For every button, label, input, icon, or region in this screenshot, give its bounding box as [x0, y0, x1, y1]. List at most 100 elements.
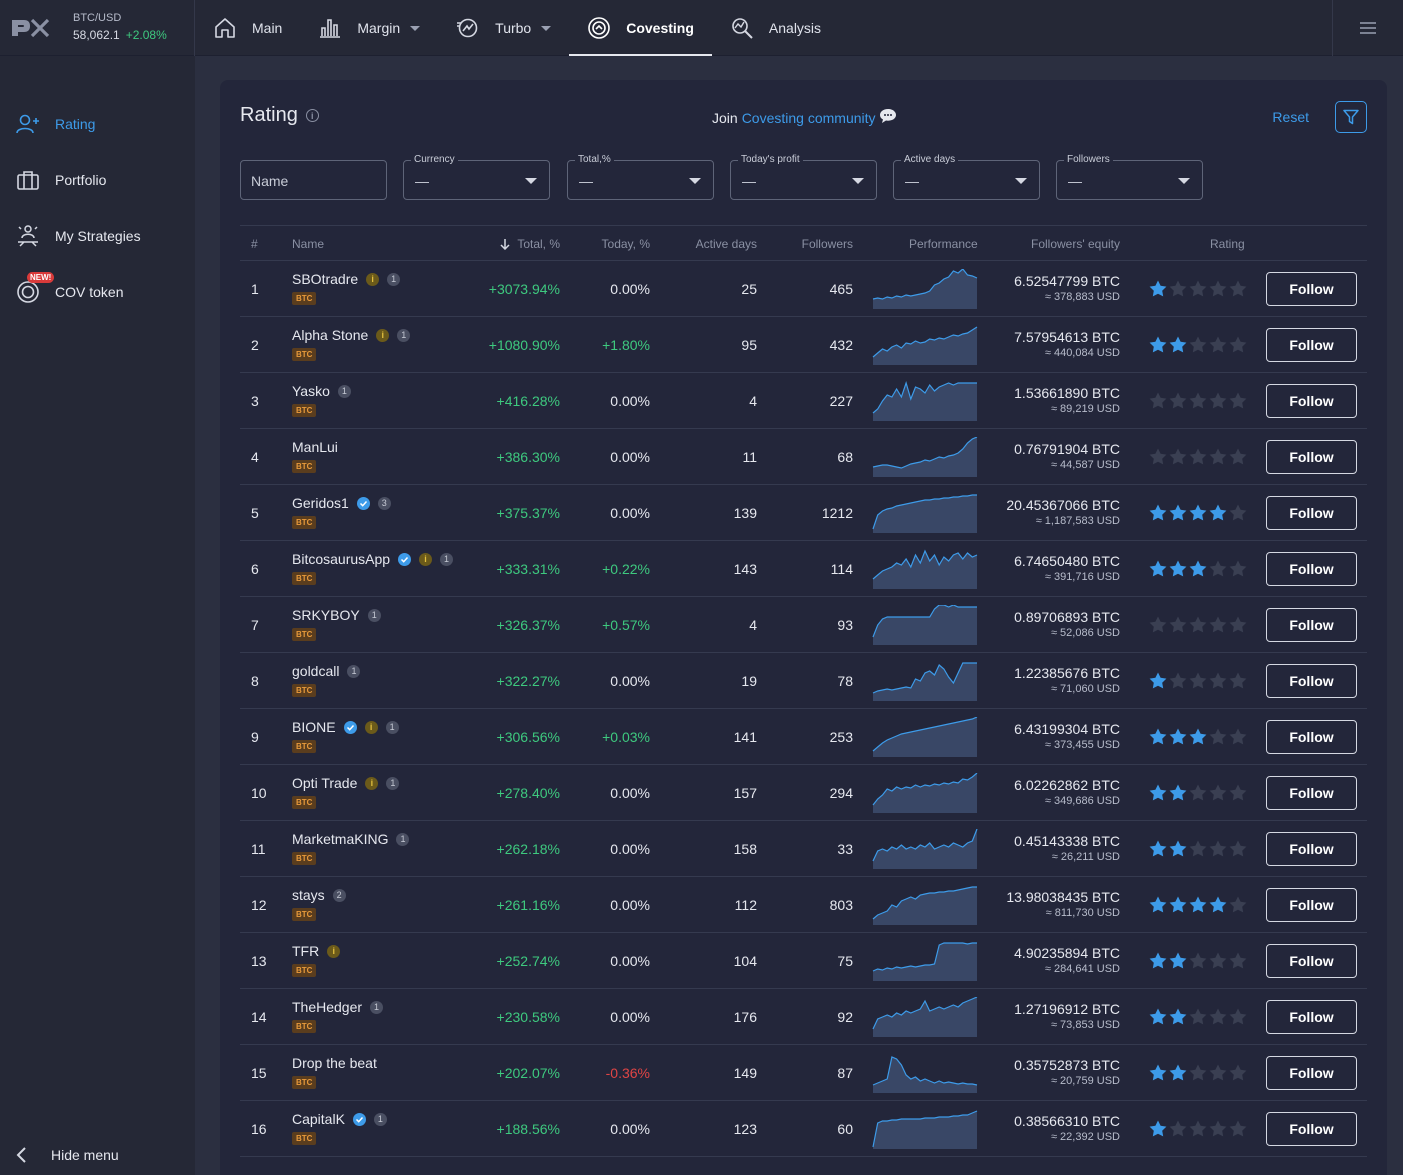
sidebar-item-rating[interactable]: Rating	[0, 96, 195, 152]
active-days-select[interactable]: Active days —	[893, 160, 1040, 200]
info-badge-icon[interactable]: i	[376, 329, 389, 342]
follow-button[interactable]: Follow	[1266, 720, 1357, 754]
info-badge-icon[interactable]: i	[366, 273, 379, 286]
total-select[interactable]: Total,% —	[567, 160, 714, 200]
table-row[interactable]: 2 Alpha Stone i 1 BTC +1080.90% +1.80% 95 432 7.5…	[240, 317, 1367, 373]
trader-name[interactable]: ManLui	[292, 439, 338, 455]
rating-stars	[1148, 895, 1248, 913]
nav-item-covesting[interactable]: Covesting	[586, 0, 712, 56]
equity-btc: 0.89706893 BTC	[1014, 609, 1120, 625]
info-icon[interactable]: i	[306, 109, 319, 122]
follow-button[interactable]: Follow	[1266, 888, 1357, 922]
menu-button[interactable]	[1332, 0, 1403, 56]
chevron-down-icon	[1178, 178, 1190, 184]
px-logo-icon	[10, 17, 50, 39]
follow-button[interactable]: Follow	[1266, 384, 1357, 418]
header-followers[interactable]: Followers	[802, 237, 853, 251]
info-badge-icon[interactable]: i	[419, 553, 432, 566]
header-equity[interactable]: Followers' equity	[1031, 237, 1120, 251]
follow-button[interactable]: Follow	[1266, 944, 1357, 978]
trader-name[interactable]: TFR	[292, 943, 319, 959]
header-active-days[interactable]: Active days	[696, 237, 757, 251]
table-row[interactable]: 11 MarketmaKING 1 BTC +262.18% 0.00% 158 33 0.45…	[240, 821, 1367, 877]
table-row[interactable]: 10 Opti Trade i 1 BTC +278.40% 0.00% 157 294 6.02…	[240, 765, 1367, 821]
trader-name[interactable]: CapitalK	[292, 1111, 345, 1127]
community-link[interactable]: Covesting community	[742, 110, 876, 126]
info-badge-icon[interactable]: i	[365, 777, 378, 790]
follow-button[interactable]: Follow	[1266, 832, 1357, 866]
nav-item-turbo[interactable]: Turbo	[455, 0, 569, 56]
today-s-profit-select[interactable]: Today's profit —	[730, 160, 877, 200]
table-row[interactable]: 3 Yasko 1 BTC +416.28% 0.00% 4 227 1.53661890 BT…	[240, 373, 1367, 429]
reset-button[interactable]: Reset	[1272, 109, 1309, 125]
header-name[interactable]: Name	[292, 237, 324, 251]
filter-icon	[1343, 109, 1359, 125]
follow-button[interactable]: Follow	[1266, 496, 1357, 530]
star-empty-icon	[1228, 839, 1248, 857]
table-row[interactable]: 12 stays 2 BTC +261.16% 0.00% 112 803 13.9803843…	[240, 877, 1367, 933]
active-days-cell: 25	[741, 281, 757, 297]
performance-sparkline	[872, 493, 978, 533]
trader-name[interactable]: Geridos1	[292, 495, 349, 511]
trader-name[interactable]: Yasko	[292, 383, 330, 399]
nav-item-main[interactable]: Main	[212, 0, 300, 56]
logo[interactable]	[0, 0, 60, 56]
filter-button[interactable]	[1335, 101, 1367, 133]
select-label: Today's profit	[738, 154, 803, 165]
table-row[interactable]: 7 SRKYBOY 1 BTC +326.37% +0.57% 4 93 0.89706893 …	[240, 597, 1367, 653]
follow-button[interactable]: Follow	[1266, 552, 1357, 586]
rating-stars	[1148, 615, 1248, 633]
sidebar-item-cov-token[interactable]: NEW! COV token	[0, 264, 195, 320]
star-empty-icon	[1188, 447, 1208, 465]
trader-name[interactable]: goldcall	[292, 663, 339, 679]
equity-btc: 6.02262862 BTC	[1014, 777, 1120, 793]
sidebar-item-portfolio[interactable]: Portfolio	[0, 152, 195, 208]
info-badge-icon[interactable]: i	[365, 721, 378, 734]
header-today[interactable]: Today, %	[602, 237, 650, 251]
btc-ticker[interactable]: BTC/USD 58,062.1 +2.08%	[60, 0, 195, 56]
followers-select[interactable]: Followers —	[1056, 160, 1203, 200]
table-row[interactable]: 1 SBOtradre i 1 BTC +3073.94% 0.00% 25 465 6.5254…	[240, 261, 1367, 317]
nav-item-analysis[interactable]: Analysis	[729, 0, 839, 56]
nav-item-margin[interactable]: Margin	[317, 0, 438, 56]
performance-sparkline	[872, 325, 978, 365]
trader-name[interactable]: stays	[292, 887, 325, 903]
name-filter-input[interactable]: Name	[240, 160, 387, 200]
trader-name[interactable]: TheHedger	[292, 999, 362, 1015]
follow-button[interactable]: Follow	[1266, 664, 1357, 698]
table-row[interactable]: 8 goldcall 1 BTC +322.27% 0.00% 19 78 1.22385676…	[240, 653, 1367, 709]
table-row[interactable]: 14 TheHedger 1 BTC +230.58% 0.00% 176 92 1.27196…	[240, 989, 1367, 1045]
table-row[interactable]: 4 ManLui BTC +386.30% 0.00% 11 68 0.76791904 BT…	[240, 429, 1367, 485]
trader-name[interactable]: Opti Trade	[292, 775, 357, 791]
rank-cell: 9	[251, 729, 259, 745]
rank-cell: 10	[251, 785, 267, 801]
sidebar-item-my-strategies[interactable]: My Strategies	[0, 208, 195, 264]
table-row[interactable]: 13 TFR i BTC +252.74% 0.00% 104 75 4.90235894 BT…	[240, 933, 1367, 989]
table-row[interactable]: 9 BIONE i 1 BTC +306.56% +0.03% 141 253 6.4319930…	[240, 709, 1367, 765]
trader-name[interactable]: BIONE	[292, 719, 336, 735]
trader-name[interactable]: Drop the beat	[292, 1055, 377, 1071]
follow-button[interactable]: Follow	[1266, 1112, 1357, 1146]
equity-usd: ≈ 373,455 USD	[1014, 739, 1120, 751]
follow-button[interactable]: Follow	[1266, 1000, 1357, 1034]
table-row[interactable]: 16 CapitalK 1 BTC +188.56% 0.00% 123 60 0.385663…	[240, 1101, 1367, 1157]
trader-name[interactable]: BitcosaurusApp	[292, 551, 390, 567]
trader-name[interactable]: Alpha Stone	[292, 327, 368, 343]
follow-button[interactable]: Follow	[1266, 608, 1357, 642]
table-row[interactable]: 6 BitcosaurusApp i 1 BTC +333.31% +0.22% 143 114…	[240, 541, 1367, 597]
table-row[interactable]: 15 Drop the beat BTC +202.07% -0.36% 149 87 0.3…	[240, 1045, 1367, 1101]
follow-button[interactable]: Follow	[1266, 328, 1357, 362]
currency-select[interactable]: Currency —	[403, 160, 550, 200]
trader-name[interactable]: SRKYBOY	[292, 607, 360, 623]
follow-button[interactable]: Follow	[1266, 272, 1357, 306]
info-badge-icon[interactable]: i	[327, 945, 340, 958]
follow-button[interactable]: Follow	[1266, 776, 1357, 810]
trader-name[interactable]: MarketmaKING	[292, 831, 388, 847]
follow-button[interactable]: Follow	[1266, 1056, 1357, 1090]
header-rating[interactable]: Rating	[1210, 237, 1245, 251]
table-row[interactable]: 5 Geridos1 3 BTC +375.37% 0.00% 139 1212 20.4536…	[240, 485, 1367, 541]
trader-name[interactable]: SBOtradre	[292, 271, 358, 287]
header-total[interactable]: Total, %	[500, 237, 560, 251]
follow-button[interactable]: Follow	[1266, 440, 1357, 474]
hide-menu-button[interactable]: Hide menu	[15, 1147, 119, 1163]
